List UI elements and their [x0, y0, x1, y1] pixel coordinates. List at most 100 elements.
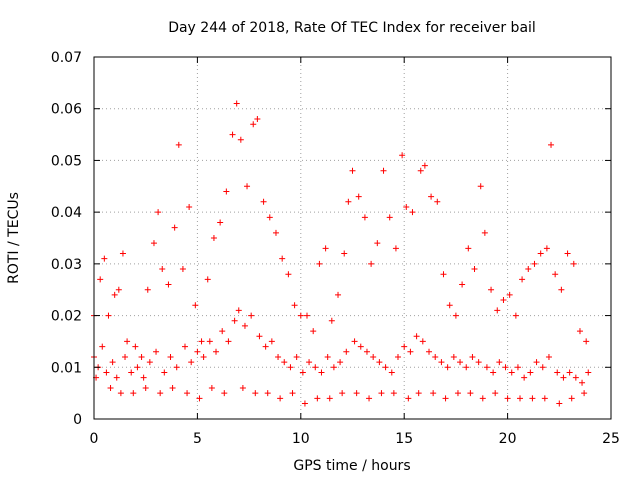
data-point: [235, 307, 242, 314]
y-tick-label: 0.03: [51, 257, 82, 273]
data-point: [512, 312, 519, 319]
data-point: [250, 121, 257, 128]
data-point: [463, 364, 470, 371]
data-point: [223, 188, 230, 195]
data-point: [260, 198, 267, 205]
data-point: [363, 348, 370, 355]
data-point: [161, 369, 168, 376]
data-point: [492, 390, 499, 397]
data-point: [465, 245, 472, 252]
data-point: [181, 343, 188, 350]
data-point: [399, 152, 406, 159]
data-point: [299, 369, 306, 376]
y-tick-label: 0.02: [51, 309, 82, 325]
data-point: [341, 250, 348, 257]
data-point: [481, 229, 488, 236]
data-point: [217, 219, 224, 226]
x-tick-label: 0: [90, 431, 99, 447]
data-point: [262, 343, 269, 350]
data-point: [471, 266, 478, 273]
data-point: [579, 379, 586, 386]
data-point: [345, 198, 352, 205]
data-point: [469, 353, 476, 360]
data-point: [277, 395, 284, 402]
data-point: [521, 374, 528, 381]
data-point: [452, 312, 459, 319]
data-point: [326, 395, 333, 402]
x-axis-label: GPS time / hours: [293, 458, 410, 474]
data-point: [552, 271, 559, 278]
data-point: [568, 395, 575, 402]
data-point: [244, 183, 251, 190]
data-point: [99, 343, 106, 350]
data-point: [159, 266, 166, 273]
data-point: [539, 364, 546, 371]
data-point: [208, 384, 215, 391]
data-point: [297, 312, 304, 319]
data-point: [357, 343, 364, 350]
data-point: [432, 353, 439, 360]
data-point: [101, 255, 108, 262]
data-point: [517, 395, 524, 402]
data-point: [192, 302, 199, 309]
data-point: [450, 353, 457, 360]
data-point: [146, 359, 153, 366]
data-point: [355, 193, 362, 200]
data-point: [103, 369, 110, 376]
data-point: [229, 131, 236, 138]
data-point: [409, 209, 416, 216]
data-point: [153, 348, 160, 355]
data-point: [475, 359, 482, 366]
y-tick-label: 0.01: [51, 360, 82, 376]
data-point: [150, 240, 157, 247]
data-point: [403, 203, 410, 210]
data-point: [128, 369, 135, 376]
data-point: [198, 338, 205, 345]
data-point: [306, 359, 313, 366]
data-point: [124, 338, 131, 345]
data-point: [318, 369, 325, 376]
data-point: [541, 395, 548, 402]
data-point: [454, 390, 461, 397]
data-point: [225, 338, 232, 345]
data-point: [496, 359, 503, 366]
data-point: [281, 359, 288, 366]
data-point: [210, 235, 217, 241]
data-point: [328, 317, 335, 324]
data-point: [405, 395, 412, 402]
data-point: [105, 312, 112, 319]
data-point: [508, 369, 515, 376]
data-point: [188, 359, 195, 366]
data-point: [339, 390, 346, 397]
x-tick-label: 5: [193, 431, 202, 447]
data-point: [219, 328, 226, 335]
x-tick-label: 20: [499, 431, 517, 447]
chart-title: Day 244 of 2018, Rate Of TEC Index for r…: [168, 20, 536, 36]
data-point: [130, 390, 137, 397]
data-point: [266, 214, 273, 221]
data-point: [241, 322, 248, 329]
data-point: [285, 271, 292, 278]
data-point: [322, 245, 329, 252]
data-point: [576, 328, 583, 335]
data-point: [380, 167, 387, 174]
data-point: [107, 384, 114, 391]
data-point: [287, 364, 294, 371]
data-point: [231, 317, 238, 324]
data-point: [337, 359, 344, 366]
data-point: [304, 312, 311, 319]
data-point: [506, 291, 513, 298]
data-point: [310, 328, 317, 335]
data-point: [268, 338, 275, 345]
data-point: [370, 353, 377, 360]
data-point: [457, 359, 464, 366]
data-point: [279, 255, 286, 262]
data-point: [213, 348, 220, 355]
data-point: [351, 338, 358, 345]
data-point: [194, 348, 201, 355]
data-point: [264, 390, 271, 397]
data-point: [583, 338, 590, 345]
data-point: [442, 395, 449, 402]
data-point: [545, 353, 552, 360]
data-point: [173, 364, 180, 371]
